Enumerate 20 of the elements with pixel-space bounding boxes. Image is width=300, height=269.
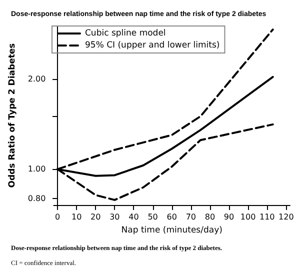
x-tick-label: 70 — [186, 212, 196, 222]
x-axis-title: Nap time (minutes/day) — [121, 225, 222, 236]
x-tick-label: 60 — [166, 212, 177, 222]
x-tick-label: 10 — [71, 212, 82, 222]
x-tick-label: 40 — [128, 212, 139, 222]
x-tick-label: 110 — [259, 212, 275, 222]
x-tick-label: 0 — [54, 212, 60, 222]
y-tick-label: 2.00 — [28, 74, 46, 84]
x-tick-label: 50 — [148, 212, 158, 222]
legend-label: 95% CI (upper and lower limits) — [85, 40, 220, 50]
x-tick-label: 90 — [224, 212, 234, 222]
y-axis-title: Odds Ratio of Type 2 Diabetes — [8, 43, 18, 188]
legend-label: Cubic spline model — [85, 28, 166, 38]
x-tick-label: 120 — [278, 212, 294, 222]
y-tick-label: 1.00 — [28, 164, 46, 174]
x-tick-label: 20 — [90, 212, 101, 222]
y-tick-label: 0.80 — [28, 194, 46, 203]
x-tick-label: 80 — [204, 212, 216, 222]
x-tick-label: 30 — [110, 212, 120, 222]
x-tick-label: 100 — [240, 212, 256, 222]
